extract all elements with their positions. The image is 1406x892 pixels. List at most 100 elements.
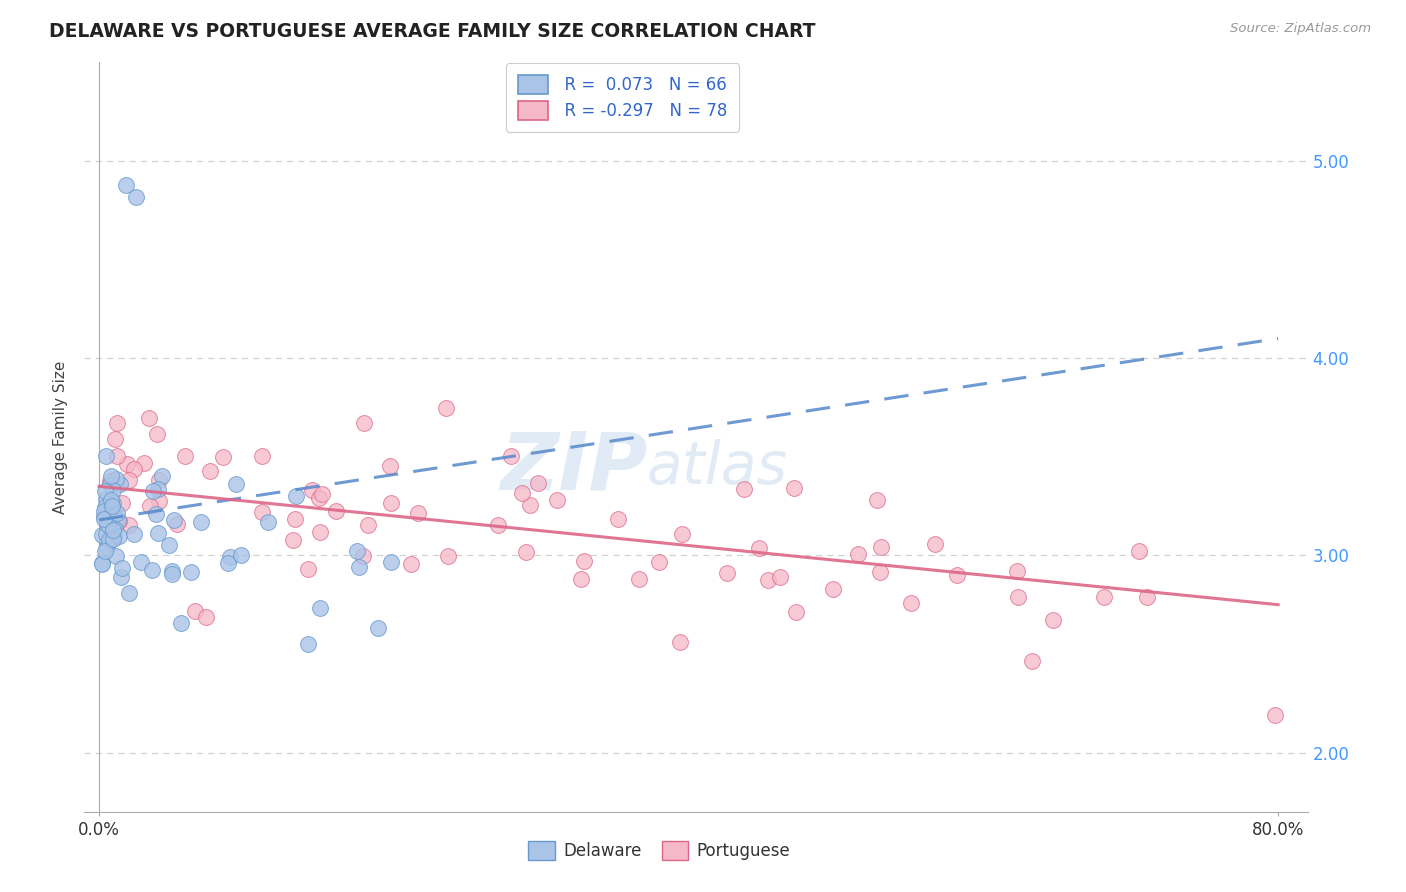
Point xyxy=(146,427,169,442)
Point xyxy=(148,526,170,541)
Point xyxy=(107,528,129,542)
Point xyxy=(870,540,893,554)
Point xyxy=(546,492,568,507)
Point xyxy=(297,637,319,651)
Point xyxy=(118,473,141,487)
Point xyxy=(1005,564,1028,578)
Point xyxy=(111,561,134,575)
Point xyxy=(311,487,333,501)
Point xyxy=(229,549,252,563)
Point xyxy=(301,483,323,498)
Text: Source: ZipAtlas.com: Source: ZipAtlas.com xyxy=(1230,22,1371,36)
Point xyxy=(346,544,368,558)
Point xyxy=(628,572,651,586)
Point xyxy=(515,545,537,559)
Point xyxy=(160,566,183,581)
Point xyxy=(97,504,120,518)
Point xyxy=(100,499,122,513)
Point xyxy=(308,491,330,505)
Point xyxy=(118,517,141,532)
Point xyxy=(257,515,280,529)
Point xyxy=(122,526,145,541)
Point xyxy=(821,582,844,597)
Point xyxy=(219,550,242,565)
Point xyxy=(733,483,755,497)
Point xyxy=(104,472,127,486)
Point xyxy=(132,456,155,470)
Point xyxy=(107,506,129,520)
Point xyxy=(150,468,173,483)
Point xyxy=(98,476,121,491)
Point xyxy=(111,496,134,510)
Point xyxy=(716,566,738,580)
Point xyxy=(141,483,163,498)
Point xyxy=(783,481,806,495)
Point xyxy=(352,549,374,563)
Point xyxy=(101,496,124,510)
Point xyxy=(169,616,191,631)
Point xyxy=(94,527,117,541)
Point xyxy=(924,536,946,550)
Point xyxy=(94,500,117,515)
Point xyxy=(252,449,274,463)
Point xyxy=(756,573,779,587)
Point xyxy=(146,483,169,497)
Point xyxy=(122,462,145,476)
Point xyxy=(163,513,186,527)
Point xyxy=(309,601,332,615)
Point xyxy=(281,533,304,548)
Text: atlas: atlas xyxy=(647,439,787,496)
Point xyxy=(1042,613,1064,627)
Point xyxy=(101,524,124,538)
Point xyxy=(406,506,429,520)
Point xyxy=(499,449,522,463)
Point xyxy=(606,512,628,526)
Point xyxy=(648,555,671,569)
Point xyxy=(114,178,136,192)
Point xyxy=(107,513,129,527)
Point xyxy=(125,189,148,203)
Point xyxy=(347,560,370,574)
Y-axis label: Average Family Size: Average Family Size xyxy=(53,360,69,514)
Point xyxy=(195,610,218,624)
Point xyxy=(510,486,533,500)
Point xyxy=(669,635,692,649)
Text: ZIP: ZIP xyxy=(499,428,647,506)
Point xyxy=(527,476,550,491)
Point xyxy=(869,565,891,579)
Point xyxy=(1007,591,1029,605)
Point xyxy=(1128,543,1150,558)
Point xyxy=(1264,708,1286,723)
Point xyxy=(434,401,457,415)
Point xyxy=(108,477,131,491)
Point xyxy=(519,498,541,512)
Legend: Delaware, Portuguese: Delaware, Portuguese xyxy=(522,835,797,867)
Point xyxy=(748,541,770,555)
Point xyxy=(572,554,595,568)
Point xyxy=(190,516,212,530)
Point xyxy=(166,517,188,532)
Point xyxy=(101,533,124,547)
Point xyxy=(103,533,125,547)
Point xyxy=(105,416,128,430)
Point xyxy=(569,573,592,587)
Point xyxy=(325,504,347,518)
Point xyxy=(93,511,115,525)
Point xyxy=(180,565,202,579)
Point xyxy=(198,464,221,478)
Point xyxy=(769,570,792,584)
Point xyxy=(138,411,160,425)
Point xyxy=(94,492,117,507)
Point xyxy=(103,483,125,497)
Point xyxy=(97,533,120,547)
Point xyxy=(94,449,117,463)
Point xyxy=(100,492,122,507)
Point xyxy=(785,605,807,619)
Point xyxy=(486,518,509,533)
Point xyxy=(145,508,167,522)
Point xyxy=(96,541,118,555)
Point xyxy=(118,586,141,600)
Point xyxy=(1021,654,1043,668)
Point xyxy=(117,457,139,471)
Point xyxy=(139,500,162,514)
